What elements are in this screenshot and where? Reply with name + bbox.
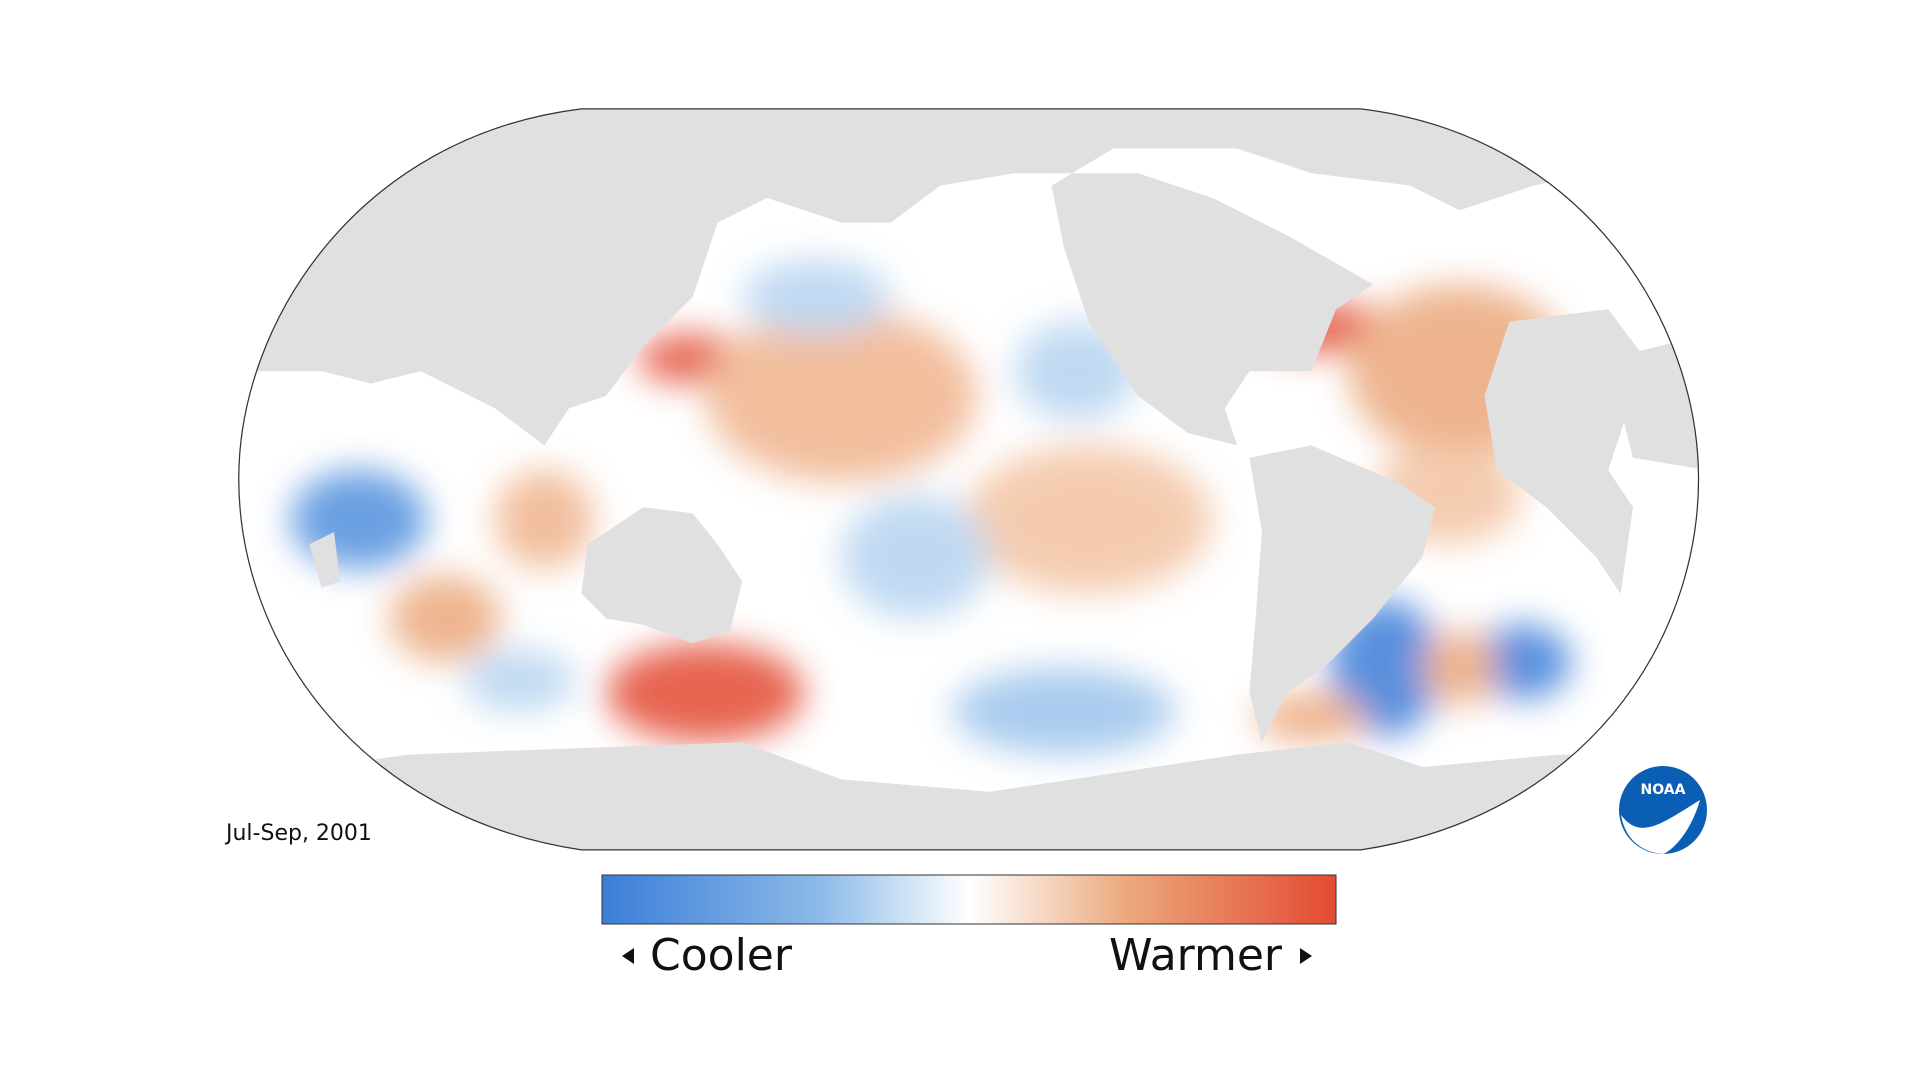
legend-low: Cooler	[650, 930, 793, 981]
map-outline	[238, 108, 1700, 851]
land	[238, 108, 1699, 850]
warmer-arrow	[1300, 948, 1312, 964]
period-label: Jul-Sep, 2001	[224, 821, 372, 846]
ocean-anomalies	[238, 108, 1699, 850]
logo-text: NOAA	[1641, 782, 1686, 798]
noaa-logo: NOAA	[1619, 766, 1707, 854]
cooler-arrow	[622, 948, 634, 964]
map	[238, 108, 1700, 851]
color-scale	[601, 874, 1337, 925]
legend-high: Warmer	[1109, 930, 1283, 981]
